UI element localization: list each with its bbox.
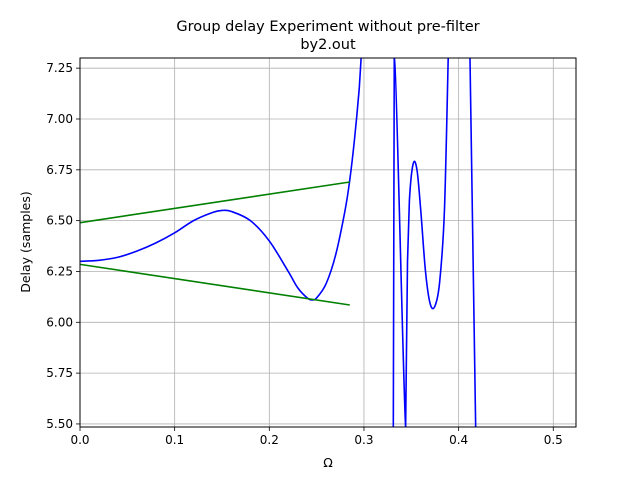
x-tick-label: 0.1 (165, 433, 184, 447)
y-tick-label: 6.50 (46, 214, 73, 228)
axes-frame (79, 57, 577, 428)
chart-subtitle: by2.out (300, 37, 356, 53)
x-tick-label: 0.0 (70, 433, 89, 447)
grid (79, 58, 576, 427)
y-tick-label: 7.25 (46, 61, 73, 75)
y-tick-label: 5.50 (46, 417, 73, 431)
y-axis-label: Delay (samples) (18, 191, 33, 293)
x-tick-label: 0.5 (544, 433, 563, 447)
series-line-0 (80, 58, 477, 427)
chart-title: Group delay Experiment without pre-filte… (176, 19, 479, 35)
series-line-1 (80, 181, 350, 224)
y-tick-label: 7.00 (46, 112, 73, 126)
x-tick-label: 0.4 (449, 433, 468, 447)
series-line-2 (80, 263, 350, 306)
plot-area (80, 58, 477, 427)
y-tick-label: 6.00 (46, 315, 73, 329)
y-axis-ticks: 5.50 5.75 6.00 6.25 6.50 6.75 7.00 7.25 (46, 61, 80, 431)
y-tick-label: 5.75 (46, 366, 73, 380)
x-tick-label: 0.3 (354, 433, 373, 447)
y-tick-label: 6.25 (46, 264, 73, 278)
x-axis-ticks: 0.0 0.1 0.2 0.3 0.4 0.5 (70, 427, 563, 447)
x-tick-label: 0.2 (260, 433, 279, 447)
y-tick-label: 6.75 (46, 163, 73, 177)
x-axis-label: Ω (323, 455, 333, 470)
